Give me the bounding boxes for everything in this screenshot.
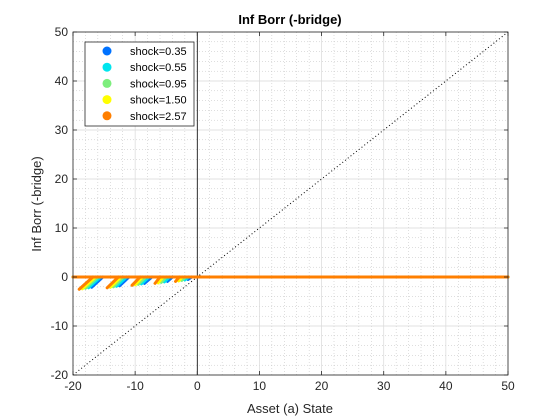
series-segment bbox=[153, 275, 162, 285]
x-tick-label: 20 bbox=[315, 379, 329, 393]
legend-item: shock=0.55 bbox=[102, 62, 187, 74]
legend-marker bbox=[102, 95, 112, 105]
legend-item: shock=0.95 bbox=[102, 78, 187, 90]
series-segment bbox=[115, 275, 128, 288]
legend-marker bbox=[102, 111, 112, 121]
legend-marker bbox=[102, 62, 112, 72]
x-tick-label: 0 bbox=[194, 379, 201, 393]
x-tick-label: 30 bbox=[377, 379, 391, 393]
legend-label: shock=0.35 bbox=[130, 46, 187, 58]
series-segment bbox=[105, 275, 120, 290]
x-tick-label: -20 bbox=[64, 379, 82, 393]
series-segment bbox=[77, 275, 95, 291]
reference-lines bbox=[72, 31, 509, 376]
series-segment bbox=[130, 275, 142, 287]
legend-item: shock=2.57 bbox=[102, 111, 187, 123]
y-tick-label: 20 bbox=[55, 172, 69, 186]
legend-item: shock=0.35 bbox=[102, 46, 187, 58]
series-segment bbox=[108, 275, 123, 289]
x-tick-label: 40 bbox=[439, 379, 453, 393]
tick-marks bbox=[72, 31, 509, 376]
x-axis-label: Asset (a) State bbox=[247, 401, 333, 416]
legend-item: shock=1.50 bbox=[102, 95, 187, 107]
legend-label: shock=0.95 bbox=[130, 78, 187, 90]
y-tick-label: 30 bbox=[55, 123, 69, 137]
series-segment bbox=[83, 275, 100, 290]
legend-label: shock=2.57 bbox=[130, 111, 187, 123]
series-segment bbox=[90, 275, 105, 289]
y-tick-labels: -20 -10 0 10 20 30 40 50 bbox=[51, 25, 69, 382]
legend-label: shock=1.50 bbox=[130, 95, 187, 107]
series-4 bbox=[71, 275, 510, 291]
series-segment bbox=[111, 275, 125, 289]
legend-items: shock=0.35 shock=0.55 shock=0.95 shock=1.50… bbox=[102, 46, 187, 123]
x-tick-label: 10 bbox=[253, 379, 267, 393]
legend-marker bbox=[102, 46, 112, 56]
series-segment bbox=[174, 275, 181, 283]
series-segment bbox=[80, 275, 97, 291]
x-tick-label: -10 bbox=[126, 379, 144, 393]
legend-marker bbox=[102, 78, 112, 88]
axes-box bbox=[72, 31, 509, 376]
y-tick-label: 10 bbox=[55, 221, 69, 235]
forty-five-degree-line bbox=[72, 31, 509, 376]
legend: shock=0.35 shock=0.55 shock=0.95 shock=1.50… bbox=[84, 41, 195, 127]
x-tick-labels: -20 -10 0 10 20 30 40 50 bbox=[64, 379, 515, 393]
y-tick-label: 0 bbox=[61, 270, 68, 284]
chart-title: Inf Borr (-bridge) bbox=[238, 12, 341, 27]
y-tick-label: -20 bbox=[51, 368, 69, 382]
y-tick-label: 50 bbox=[55, 25, 69, 39]
series-segment bbox=[87, 275, 102, 290]
legend-label: shock=0.55 bbox=[130, 62, 187, 74]
y-tick-label: -10 bbox=[51, 319, 69, 333]
y-axis-label: Inf Borr (-bridge) bbox=[29, 156, 44, 251]
series-layer bbox=[71, 275, 510, 291]
x-tick-label: 50 bbox=[501, 379, 515, 393]
y-tick-label: 40 bbox=[55, 74, 69, 88]
